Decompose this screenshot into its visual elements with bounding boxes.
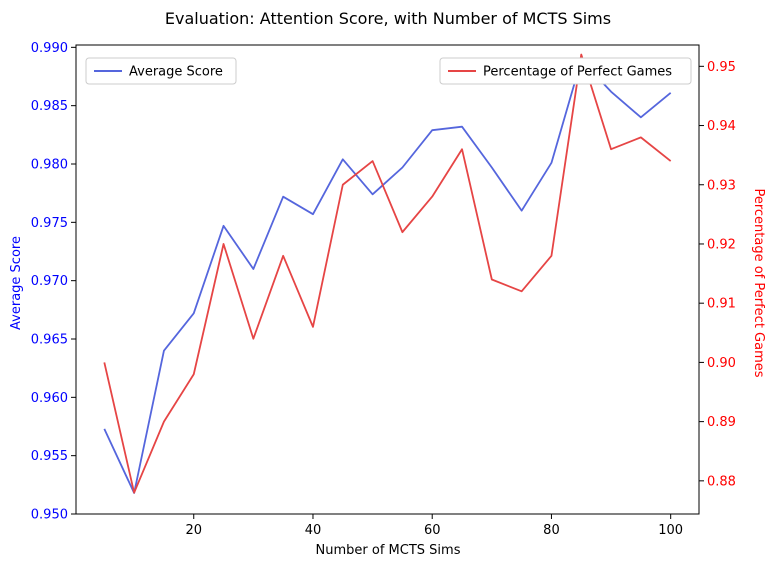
y-right-tick-label: 0.91 bbox=[707, 297, 736, 312]
x-tick-label: 60 bbox=[424, 523, 441, 538]
y-right-tick-label: 0.90 bbox=[707, 356, 736, 371]
x-tick-label: 80 bbox=[543, 523, 560, 538]
y-right-tick-label: 0.89 bbox=[707, 415, 736, 430]
x-axis-label: Number of MCTS Sims bbox=[316, 543, 461, 558]
y-left-tick-label: 0.955 bbox=[31, 449, 68, 464]
legend-label-perfect-games: Percentage of Perfect Games bbox=[483, 65, 672, 80]
y-right-tick-label: 0.88 bbox=[707, 474, 736, 489]
legend-right: Percentage of Perfect Games bbox=[439, 57, 692, 85]
y-right-tick-label: 0.94 bbox=[707, 119, 736, 134]
y-left-tick-label: 0.970 bbox=[31, 274, 68, 289]
y-right-tick-label: 0.95 bbox=[707, 60, 736, 75]
legend-right-box bbox=[439, 57, 692, 85]
legend-left: Average Score bbox=[85, 57, 237, 85]
legend-label-average-score: Average Score bbox=[129, 65, 223, 80]
y-left-tick-label: 0.965 bbox=[31, 333, 68, 348]
y-left-tick-label: 0.950 bbox=[31, 508, 68, 523]
legend-left-box bbox=[85, 57, 237, 85]
y-axis-label-left: Average Score bbox=[9, 236, 24, 330]
plot-frame bbox=[75, 44, 700, 515]
x-tick-label: 40 bbox=[305, 523, 322, 538]
y-right-tick-label: 0.93 bbox=[707, 178, 736, 193]
y-right-tick-label: 0.92 bbox=[707, 237, 736, 252]
x-tick-label: 100 bbox=[658, 523, 683, 538]
y-left-tick-label: 0.975 bbox=[31, 216, 68, 231]
chart-title: Evaluation: Attention Score, with Number… bbox=[165, 9, 611, 28]
y-left-tick-label: 0.985 bbox=[31, 99, 68, 114]
y-left-tick-label: 0.960 bbox=[31, 391, 68, 406]
series-line-perfect-games bbox=[103, 53, 672, 494]
series-line-average-score bbox=[103, 59, 672, 494]
y-left-tick-label: 0.990 bbox=[31, 41, 68, 56]
y-left-tick-label: 0.980 bbox=[31, 158, 68, 173]
x-tick-label: 20 bbox=[185, 523, 202, 538]
y-axis-label-right: Percentage of Perfect Games bbox=[751, 188, 766, 377]
